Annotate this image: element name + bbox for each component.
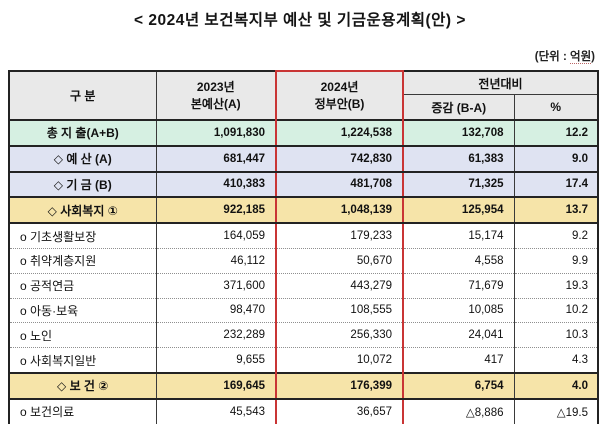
cell-pct: 9.2 (513, 223, 599, 249)
cell-2024: 1,048,139 (275, 196, 404, 225)
cell-diff: 15,174 (402, 223, 515, 249)
cell-2024: 481,708 (275, 170, 404, 199)
header-2024: 2024년 정부안(B) (275, 70, 404, 121)
cell-2024: 443,279 (275, 273, 404, 299)
cell-2023: 45,543 (155, 398, 277, 424)
cell-2023: 164,059 (155, 223, 277, 249)
header-2024-line2: 정부안(B) (314, 96, 365, 111)
cell-2023: 1,091,830 (155, 119, 277, 147)
cell-pct: 4.0 (513, 371, 599, 400)
cell-pct: 10.2 (513, 298, 599, 324)
row-label: o 취약계층지원 (8, 248, 157, 274)
cell-pct: △19.5 (513, 398, 599, 424)
row-label: 총 지 출(A+B) (8, 119, 157, 147)
cell-diff: 6,754 (402, 371, 515, 400)
row-label: ◇ 사회복지 ① (8, 196, 157, 225)
table-row-health-medical: o 보건의료 45,543 36,657 △8,886 △19.5 (8, 398, 599, 424)
cell-pct: 17.4 (513, 170, 599, 199)
cell-2024: 179,233 (275, 223, 404, 249)
table-header: 구 분 2023년 본예산(A) 2024년 정부안(B) 전년대비 증감 (B… (8, 70, 599, 121)
table-row-fund: ◇ 기 금 (B) 410,383 481,708 71,325 17.4 (8, 170, 599, 199)
table-row-public-pension: o 공적연금 371,600 443,279 71,679 19.3 (8, 273, 599, 299)
cell-diff: 24,041 (402, 322, 515, 349)
cell-2024: 50,670 (275, 248, 404, 274)
table-body: 총 지 출(A+B) 1,091,830 1,224,538 132,708 1… (8, 119, 599, 424)
row-label: o 보건의료 (8, 398, 157, 424)
table-row-social-welfare-general: o 사회복지일반 9,655 10,072 417 4.3 (8, 347, 599, 374)
header-2023-line2: 본예산(A) (190, 96, 241, 111)
table-row-childcare: o 아동·보육 98,470 108,555 10,085 10.2 (8, 298, 599, 324)
cell-diff: △8,886 (402, 398, 515, 424)
table-row-budget: ◇ 예 산 (A) 681,447 742,830 61,383 9.0 (8, 144, 599, 173)
cell-diff: 125,954 (402, 196, 515, 225)
header-pct: % (513, 94, 599, 121)
table-row-health: ◇ 보 건 ② 169,645 176,399 6,754 4.0 (8, 371, 599, 400)
row-label: ◇ 기 금 (B) (8, 170, 157, 199)
cell-2024: 36,657 (275, 398, 404, 424)
unit-suffix: ) (591, 51, 595, 63)
cell-pct: 19.3 (513, 273, 599, 299)
cell-2024: 256,330 (275, 322, 404, 349)
row-label: o 사회복지일반 (8, 347, 157, 374)
cell-pct: 13.7 (513, 196, 599, 225)
table-row-total-expenditure: 총 지 출(A+B) 1,091,830 1,224,538 132,708 1… (8, 119, 599, 147)
page-title: < 2024년 보건복지부 예산 및 기금운용계획(안) > (134, 12, 466, 29)
cell-diff: 10,085 (402, 298, 515, 324)
cell-2023: 169,645 (155, 371, 277, 400)
unit-prefix: (단위 : (534, 51, 570, 63)
cell-2023: 46,112 (155, 248, 277, 274)
page: < 2024년 보건복지부 예산 및 기금운용계획(안) > (단위 : 억원)… (0, 8, 600, 424)
row-label: o 공적연금 (8, 273, 157, 299)
cell-2024: 10,072 (275, 347, 404, 374)
cell-diff: 71,679 (402, 273, 515, 299)
unit-label: (단위 : 억원) (535, 48, 595, 64)
cell-diff: 71,325 (402, 170, 515, 199)
cell-2024: 176,399 (275, 371, 404, 400)
cell-2023: 232,289 (155, 322, 277, 349)
cell-2023: 9,655 (155, 347, 277, 374)
cell-2024: 742,830 (275, 144, 404, 173)
cell-pct: 12.2 (513, 119, 599, 147)
cell-diff: 132,708 (402, 119, 515, 147)
header-yoy: 전년대비 (402, 70, 599, 95)
cell-2023: 371,600 (155, 273, 277, 299)
row-label: ◇ 예 산 (A) (8, 144, 157, 173)
header-2023-line1: 2023년 (196, 80, 235, 95)
header-category: 구 분 (8, 70, 157, 121)
cell-2023: 681,447 (155, 144, 277, 173)
cell-pct: 10.3 (513, 322, 599, 349)
table-row-elderly: o 노인 232,289 256,330 24,041 10.3 (8, 322, 599, 349)
cell-pct: 9.9 (513, 248, 599, 274)
budget-table: 구 분 2023년 본예산(A) 2024년 정부안(B) 전년대비 증감 (B… (8, 70, 600, 424)
cell-2023: 98,470 (155, 298, 277, 324)
row-label: o 기초생활보장 (8, 223, 157, 249)
cell-pct: 9.0 (513, 144, 599, 173)
cell-diff: 4,558 (402, 248, 515, 274)
header-diff: 증감 (B-A) (402, 94, 515, 121)
cell-2023: 922,185 (155, 196, 277, 225)
row-label: ◇ 보 건 ② (8, 371, 157, 400)
table-row-basic-livelihood: o 기초생활보장 164,059 179,233 15,174 9.2 (8, 223, 599, 249)
row-label: o 노인 (8, 322, 157, 349)
unit-value: 억원 (569, 51, 592, 64)
cell-pct: 4.3 (513, 347, 599, 374)
cell-diff: 61,383 (402, 144, 515, 173)
table-row-vulnerable-support: o 취약계층지원 46,112 50,670 4,558 9.9 (8, 248, 599, 274)
cell-2024: 108,555 (275, 298, 404, 324)
table-row-social-welfare: ◇ 사회복지 ① 922,185 1,048,139 125,954 13.7 (8, 196, 599, 225)
cell-2023: 410,383 (155, 170, 277, 199)
header-2024-line1: 2024년 (320, 80, 359, 95)
row-label: o 아동·보육 (8, 298, 157, 324)
cell-2024: 1,224,538 (275, 119, 404, 147)
header-2023: 2023년 본예산(A) (155, 70, 277, 121)
cell-diff: 417 (402, 347, 515, 374)
